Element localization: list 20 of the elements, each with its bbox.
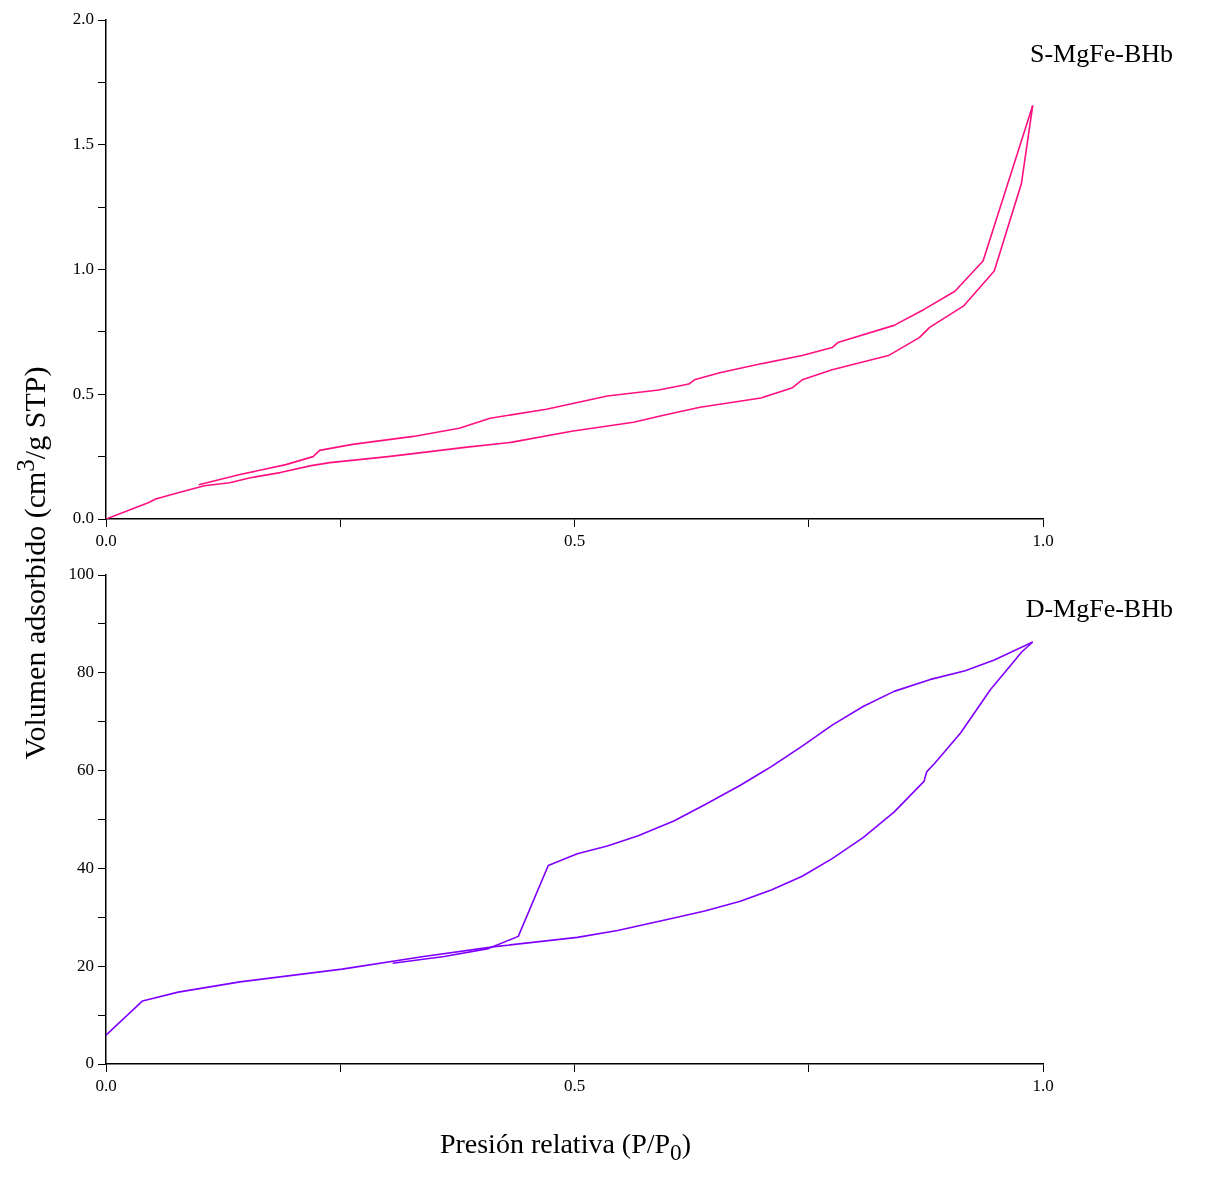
y-tick-label: 1.5 <box>72 134 94 154</box>
y-tick-label: 100 <box>68 564 94 584</box>
x-tick-label: 1.0 <box>1032 1075 1054 1095</box>
y-tick-label: 60 <box>77 760 94 780</box>
annotation: D-MgFe-BHb <box>1025 593 1173 623</box>
y-tick-label: 0.0 <box>72 508 94 528</box>
x-tick-label: 1.0 <box>1032 530 1054 550</box>
y-tick-label: 0.5 <box>72 383 94 403</box>
y-tick-label: 20 <box>77 955 94 975</box>
y-tick-label: 1.0 <box>72 258 94 278</box>
x-tick-label: 0.0 <box>95 530 117 550</box>
y-tick-label: 80 <box>77 662 94 682</box>
x-tick-label: 0.0 <box>95 1075 117 1095</box>
x-tick-label: 0.5 <box>563 530 586 550</box>
y-tick-label: 2.0 <box>72 9 94 29</box>
y-tick-label: 0 <box>85 1053 94 1073</box>
x-tick-label: 0.5 <box>563 1075 586 1095</box>
annotation: S-MgFe-BHb <box>1029 38 1173 68</box>
x-axis-title: Presión relativa (P/P$_{0}$) <box>438 1128 693 1166</box>
y-tick-label: 40 <box>77 857 94 877</box>
